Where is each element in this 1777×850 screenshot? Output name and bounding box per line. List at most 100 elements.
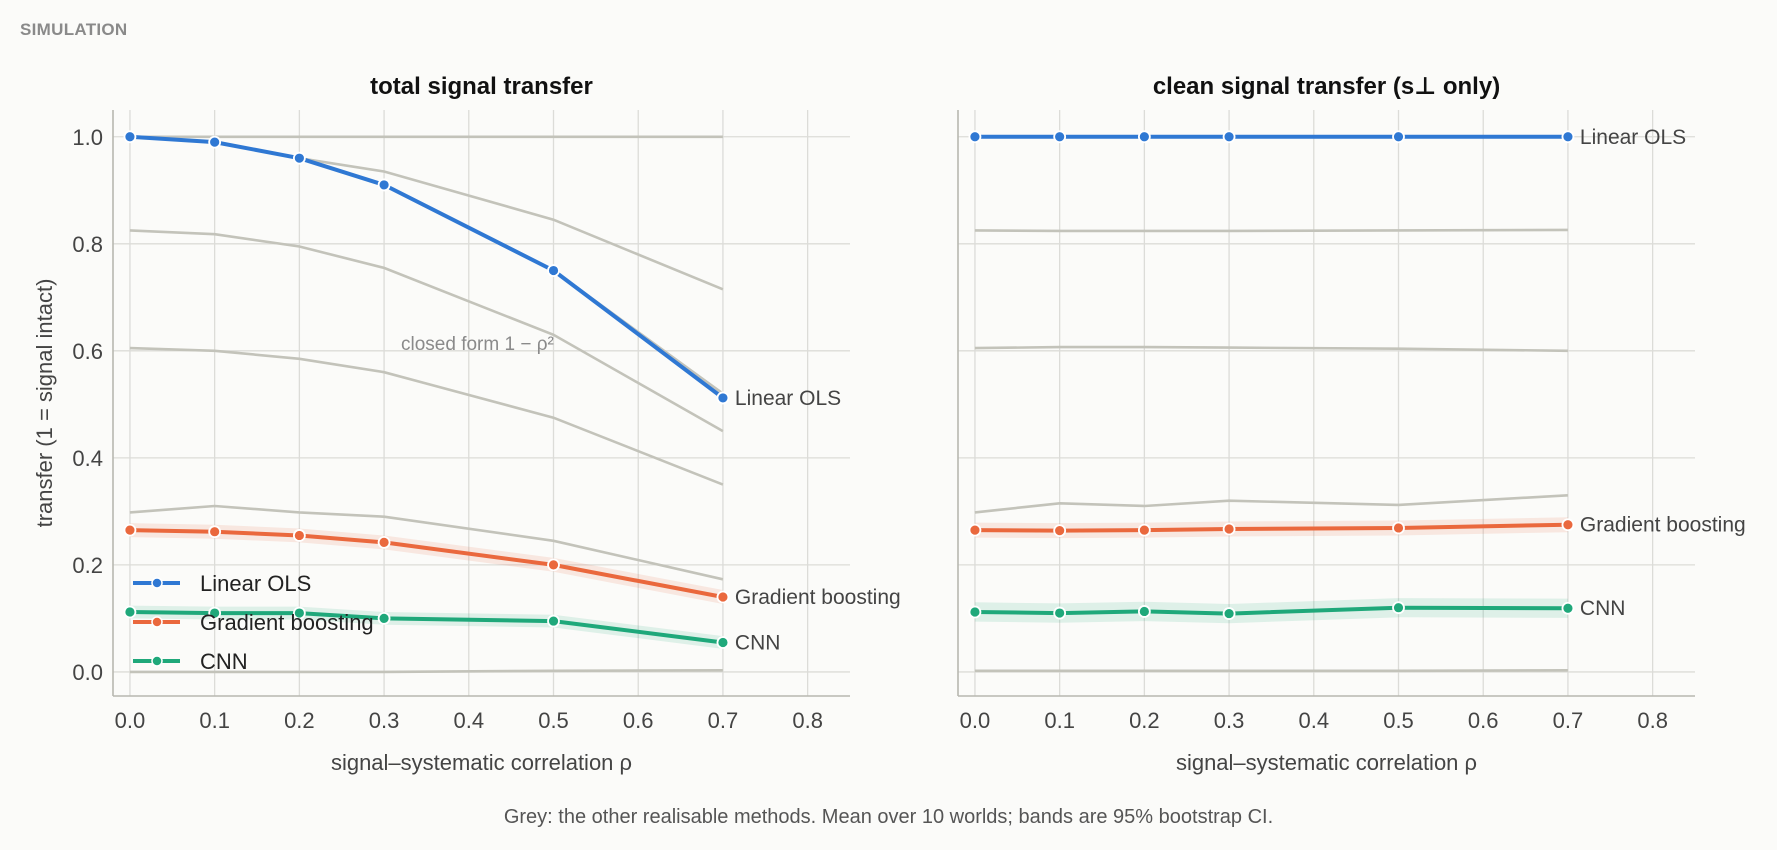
panel-title: total signal transfer xyxy=(370,73,593,100)
cnn-point xyxy=(1053,606,1067,620)
linear-ols-point xyxy=(1561,130,1575,144)
grey-method-line xyxy=(129,135,724,291)
cnn-point xyxy=(123,605,137,619)
cnn-point xyxy=(1137,605,1151,618)
gradient-boosting-point xyxy=(292,529,306,542)
linear-ols-point xyxy=(1137,130,1151,144)
x-tick-label: 0.8 xyxy=(1637,708,1668,733)
y-tick-label: 0.0 xyxy=(72,660,103,685)
gradient-boosting-point xyxy=(1137,523,1151,537)
x-tick-label: 0.8 xyxy=(792,708,823,733)
gradient-boosting-end-label: Gradient boosting xyxy=(1580,514,1746,537)
cnn-point xyxy=(547,614,560,628)
gradient-boosting-legend-marker xyxy=(151,616,163,628)
cnn-line xyxy=(129,610,724,645)
legend: Linear OLS Gradient boosting CNN xyxy=(133,571,374,674)
gradient-boosting-line xyxy=(129,528,724,599)
linear-ols-end-label: Linear OLS xyxy=(735,387,841,410)
gradient-boosting-point xyxy=(1222,522,1236,536)
x-tick-label: 0.5 xyxy=(1383,708,1414,733)
y-tick-label: 0.2 xyxy=(72,553,103,578)
y-tick-label: 0.6 xyxy=(72,339,103,364)
cnn-point xyxy=(1222,607,1236,620)
figure-caption: Grey: the other realisable methods. Mean… xyxy=(503,806,1274,828)
x-tick-label: 0.2 xyxy=(284,708,315,733)
section-tag: SIMULATION xyxy=(20,20,128,39)
x-tick-label: 0.1 xyxy=(1044,708,1075,733)
x-tick-label: 0.0 xyxy=(115,708,146,733)
grey-method-line xyxy=(974,669,1568,673)
gradient-boosting-end-label: Gradient boosting xyxy=(735,586,901,609)
linear-ols-point xyxy=(716,391,730,405)
cnn-point xyxy=(716,636,730,649)
cnn-line xyxy=(974,605,1568,616)
x-tick-label: 0.0 xyxy=(960,708,991,733)
gradient-boosting-point xyxy=(968,523,982,537)
grey-method-line xyxy=(974,494,1568,514)
x-axis-label: signal–systematic correlation ρ xyxy=(331,750,632,775)
gradient-boosting-point xyxy=(208,525,222,539)
linear-ols-point xyxy=(1053,130,1067,144)
gradient-boosting-point xyxy=(547,558,560,572)
x-tick-label: 0.7 xyxy=(1553,708,1584,733)
cnn-point xyxy=(208,606,222,620)
linear-ols-legend-marker xyxy=(151,577,163,589)
grey-method-line xyxy=(974,228,1568,233)
x-axis-label: signal–systematic correlation ρ xyxy=(1176,750,1477,775)
gradient-boosting-point xyxy=(1053,524,1067,538)
grey-method-line xyxy=(129,135,724,395)
x-tick-label: 0.1 xyxy=(199,708,230,733)
linear-ols-point xyxy=(1222,130,1236,144)
panel-total-signal-transfer: 0.0 0.1 0.2 0.3 0.4 0.5 0.6 0.7 0.8 0.0 0.2 0.4 0.6 0… xyxy=(32,73,901,775)
linear-ols-point xyxy=(547,264,560,277)
x-tick-label: 0.5 xyxy=(538,708,569,733)
x-tick-label: 0.6 xyxy=(623,708,654,733)
linear-ols-point xyxy=(292,151,306,165)
gradient-boosting-point xyxy=(1392,521,1405,535)
x-tick-label: 0.6 xyxy=(1468,708,1499,733)
x-tick-label: 0.7 xyxy=(708,708,739,733)
x-tick-label: 0.4 xyxy=(453,708,484,733)
cnn-ci-band xyxy=(129,605,723,649)
gradient-boosting-point xyxy=(716,590,730,604)
linear-ols-point xyxy=(1392,130,1405,144)
gradient-boosting-line xyxy=(974,522,1568,533)
linear-ols-point xyxy=(208,135,222,149)
gradient-boosting-point xyxy=(1561,518,1575,532)
x-tick-label: 0.2 xyxy=(1129,708,1160,733)
y-tick-label: 1.0 xyxy=(72,125,103,150)
cnn-legend-marker xyxy=(151,655,163,667)
panel-title: clean signal transfer (s⊥ only) xyxy=(1153,73,1500,100)
linear-ols-point xyxy=(968,130,982,144)
gradient-boosting-point xyxy=(123,523,137,537)
grey-method-line xyxy=(974,345,1568,353)
cnn-point xyxy=(968,605,982,619)
cnn-point xyxy=(377,612,391,625)
linear-ols-line xyxy=(129,134,725,400)
cnn-legend-label: CNN xyxy=(200,649,248,674)
panel-clean-signal-transfer: 0.0 0.1 0.2 0.3 0.4 0.5 0.6 0.7 0.8 clean signal … xyxy=(957,73,1746,775)
cnn-point xyxy=(1392,601,1405,615)
linear-ols-legend-label: Linear OLS xyxy=(200,571,311,596)
cnn-end-label: CNN xyxy=(1580,597,1626,620)
closed-form-annotation: closed form 1 − ρ² xyxy=(401,334,554,355)
figure: 0.0 0.1 0.2 0.3 0.4 0.5 0.6 0.7 0.80.00.20.40.60… xyxy=(32,73,1746,775)
x-tick-label: 0.4 xyxy=(1298,708,1329,733)
x-tick-label: 0.3 xyxy=(1214,708,1245,733)
linear-ols-end-label: Linear OLS xyxy=(1580,126,1686,149)
y-tick-label: 0.4 xyxy=(72,446,103,471)
y-axis-label: transfer (1 = signal intact) xyxy=(32,279,57,528)
grey-method-line xyxy=(129,346,724,486)
y-tick-label: 0.8 xyxy=(72,232,103,257)
gradient-boosting-point xyxy=(377,536,391,549)
linear-ols-point xyxy=(123,130,137,144)
cnn-point xyxy=(292,606,306,620)
grey-method-line xyxy=(129,229,724,433)
cnn-point xyxy=(1561,601,1575,615)
linear-ols-point xyxy=(377,178,391,192)
grey-method-line xyxy=(129,504,724,581)
grey-method-line xyxy=(129,669,723,674)
x-tick-label: 0.3 xyxy=(369,708,400,733)
cnn-end-label: CNN xyxy=(735,631,781,654)
gradient-boosting-legend-label: Gradient boosting xyxy=(200,610,374,635)
